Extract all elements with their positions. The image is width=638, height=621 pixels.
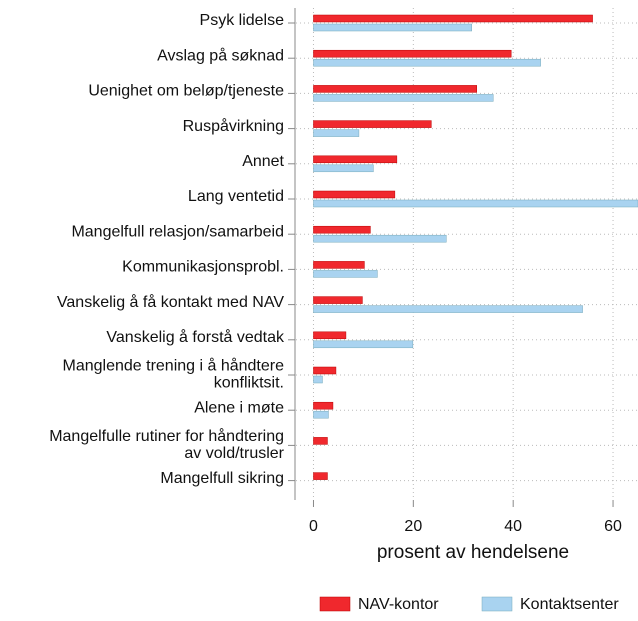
bar — [313, 366, 337, 375]
y-tick-label-line: konfliktsit. — [214, 375, 284, 392]
bar — [313, 94, 494, 102]
y-tick-label: Vanskelig å forstå vedtak — [106, 328, 285, 346]
y-tick-label: Mangelfulle rutiner for håndtering av vol… — [49, 427, 284, 462]
bar — [313, 472, 328, 480]
x-tick-label: 0 — [309, 518, 318, 535]
y-tick-label: Annet — [242, 153, 284, 170]
bar — [313, 270, 378, 278]
y-tick-label-line: Manglende trening i å håndtere — [63, 357, 285, 375]
bar — [313, 58, 541, 67]
bar — [313, 49, 512, 58]
bar — [313, 190, 396, 199]
y-tick-label: Lang ventetid — [188, 188, 284, 205]
bar — [313, 305, 583, 313]
bar — [313, 120, 432, 128]
y-tick-label: Manglende trening i å håndtere konfliktsi… — [63, 357, 285, 392]
x-tick-label: 20 — [404, 518, 422, 535]
bar — [313, 234, 447, 243]
bar — [313, 85, 477, 93]
x-axis-label: prosent av hendelsene — [377, 542, 569, 563]
y-tick-label: Vanskelig å få kontakt med NAV — [57, 293, 284, 311]
bar — [313, 340, 414, 349]
y-tick-label: Uenighet om beløp/tjeneste — [88, 83, 284, 100]
legend-label: NAV-kontor — [358, 596, 439, 613]
bar — [313, 401, 334, 410]
y-tick-label: Avslag på søknad — [157, 46, 284, 64]
y-tick-label-line: av vold/trusler — [184, 445, 284, 462]
bar — [313, 261, 365, 269]
bar — [313, 23, 472, 32]
y-tick-label: Mangelfull sikring — [160, 470, 284, 487]
y-tick-label: Kommunikasjonsprobl. — [122, 259, 284, 276]
bar — [313, 199, 638, 208]
legend-swatch — [319, 596, 351, 612]
x-tick-label: 40 — [504, 518, 522, 535]
bar — [313, 14, 593, 23]
bar — [313, 375, 323, 384]
bar — [313, 164, 374, 173]
bar — [313, 410, 329, 419]
x-tick-label: 60 — [604, 518, 622, 535]
bar — [313, 129, 360, 137]
bar — [313, 437, 328, 445]
y-tick-label: Alene i møte — [194, 399, 284, 416]
y-tick-label: Ruspåvirkning — [183, 117, 284, 135]
bar — [313, 331, 347, 340]
y-tick-label-line: Mangelfulle rutiner for håndtering — [49, 427, 284, 445]
bar — [313, 155, 398, 164]
bar — [313, 296, 363, 304]
y-tick-label: Mangelfull relasjon/samarbeid — [71, 223, 284, 240]
legend-label: Kontaktsenter — [520, 596, 619, 613]
legend-swatch — [481, 596, 513, 612]
bar — [313, 225, 371, 234]
y-tick-label: Psyk lidelse — [200, 12, 285, 29]
